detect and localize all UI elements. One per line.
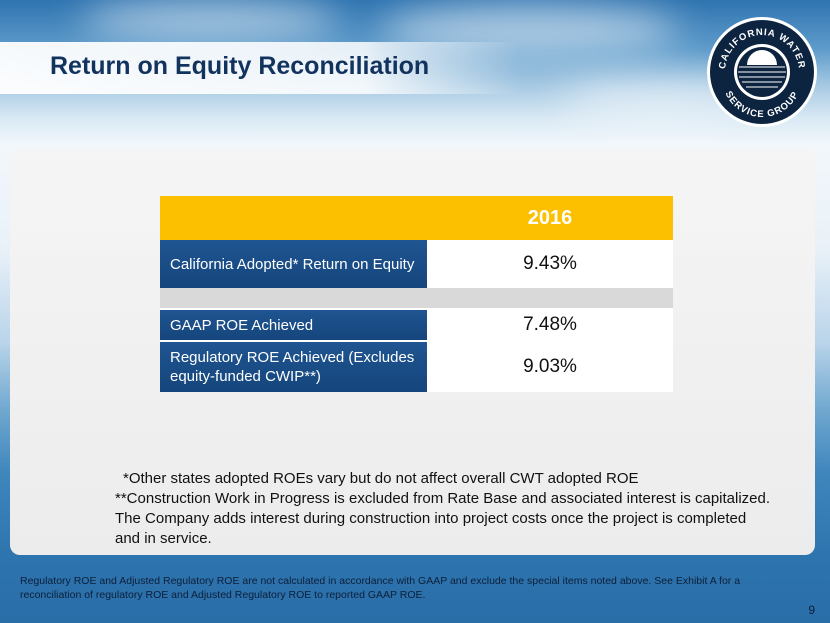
table-header: 2016 bbox=[160, 196, 673, 240]
title-bar bbox=[0, 42, 520, 94]
row-label: Regulatory ROE Achieved (Excludes equity… bbox=[160, 342, 427, 392]
disclaimer-text: Regulatory ROE and Adjusted Regulatory R… bbox=[20, 575, 741, 601]
page-number: 9 bbox=[808, 603, 815, 617]
row-label: GAAP ROE Achieved bbox=[160, 310, 427, 340]
slide-title: Return on Equity Reconciliation bbox=[50, 52, 430, 80]
table-row: GAAP ROE Achieved 7.48% bbox=[160, 308, 673, 340]
roe-table: 2016 California Adopted* Return on Equit… bbox=[160, 196, 673, 392]
row-value: 9.03% bbox=[523, 356, 577, 377]
footnotes: *Other states adopted ROEs vary but do n… bbox=[115, 469, 775, 549]
footnote-cwip: **Construction Work in Progress is exclu… bbox=[115, 490, 771, 547]
table-spacer-row bbox=[160, 288, 673, 308]
table-row: Regulatory ROE Achieved (Excludes equity… bbox=[160, 340, 673, 392]
row-value: 9.43% bbox=[523, 253, 577, 274]
cloud bbox=[80, 0, 340, 40]
row-label: California Adopted* Return on Equity bbox=[160, 240, 427, 288]
company-logo: CALIFORNIA WATER SERVICE GROUP bbox=[707, 17, 817, 127]
row-value: 7.48% bbox=[523, 314, 577, 335]
table-row: California Adopted* Return on Equity 9.4… bbox=[160, 240, 673, 288]
year-header: 2016 bbox=[527, 206, 573, 229]
footnote-other-states: *Other states adopted ROEs vary but do n… bbox=[123, 470, 639, 487]
